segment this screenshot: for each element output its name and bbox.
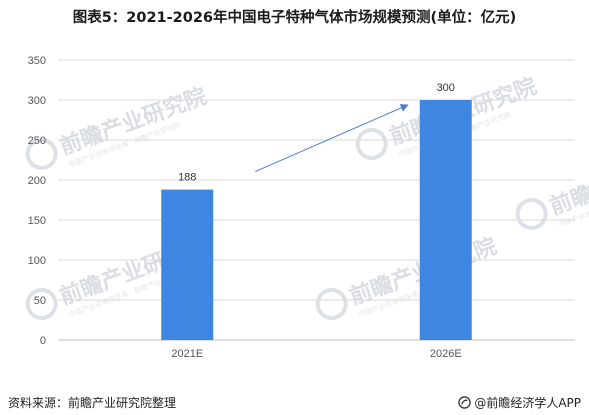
bar-2021E (161, 189, 214, 340)
bar-2026E (419, 100, 472, 340)
gridlines (58, 59, 575, 341)
y-tick-label: 300 (28, 95, 46, 107)
brand-credit: @前瞻经济学人APP (458, 394, 581, 411)
trend-arrow (255, 104, 409, 173)
y-tick-label: 0 (40, 335, 46, 347)
chart-title: 图表5：2021-2026年中国电子特种气体市场规模预测(单位：亿元) (72, 10, 517, 26)
watermark-logo-icon (355, 127, 388, 160)
y-tick-label: 200 (28, 175, 46, 187)
brand-text: @前瞻经济学人APP (474, 396, 581, 410)
data-label: 188 (178, 172, 196, 184)
x-axis-ticks: 2021E 2026E (171, 348, 461, 360)
y-tick-label: 150 (28, 215, 46, 227)
source-note: 资料来源：前瞻产业研究院整理 (8, 396, 177, 410)
watermark-text: 前瞻产业研究院 (56, 83, 210, 160)
brand-logo-icon (458, 396, 472, 409)
y-tick-label: 50 (34, 295, 46, 307)
y-tick-label: 250 (28, 135, 46, 147)
x-tick-label: 2026E (430, 348, 462, 360)
watermark-logo-icon (315, 287, 348, 320)
watermark-text: 前瞻产业研究院 (546, 143, 589, 220)
watermark-logo-icon (515, 197, 548, 230)
y-axis-ticks: 0 50 100 150 200 250 300 350 (28, 55, 46, 347)
y-tick-label: 350 (28, 55, 46, 67)
watermark-logo-icon (25, 137, 58, 170)
data-labels: 188 300 (178, 82, 455, 184)
bars (161, 100, 472, 340)
watermark-logo-icon (25, 287, 58, 320)
data-label: 300 (437, 82, 455, 94)
x-tick-label: 2021E (171, 348, 203, 360)
y-tick-label: 100 (28, 255, 46, 267)
